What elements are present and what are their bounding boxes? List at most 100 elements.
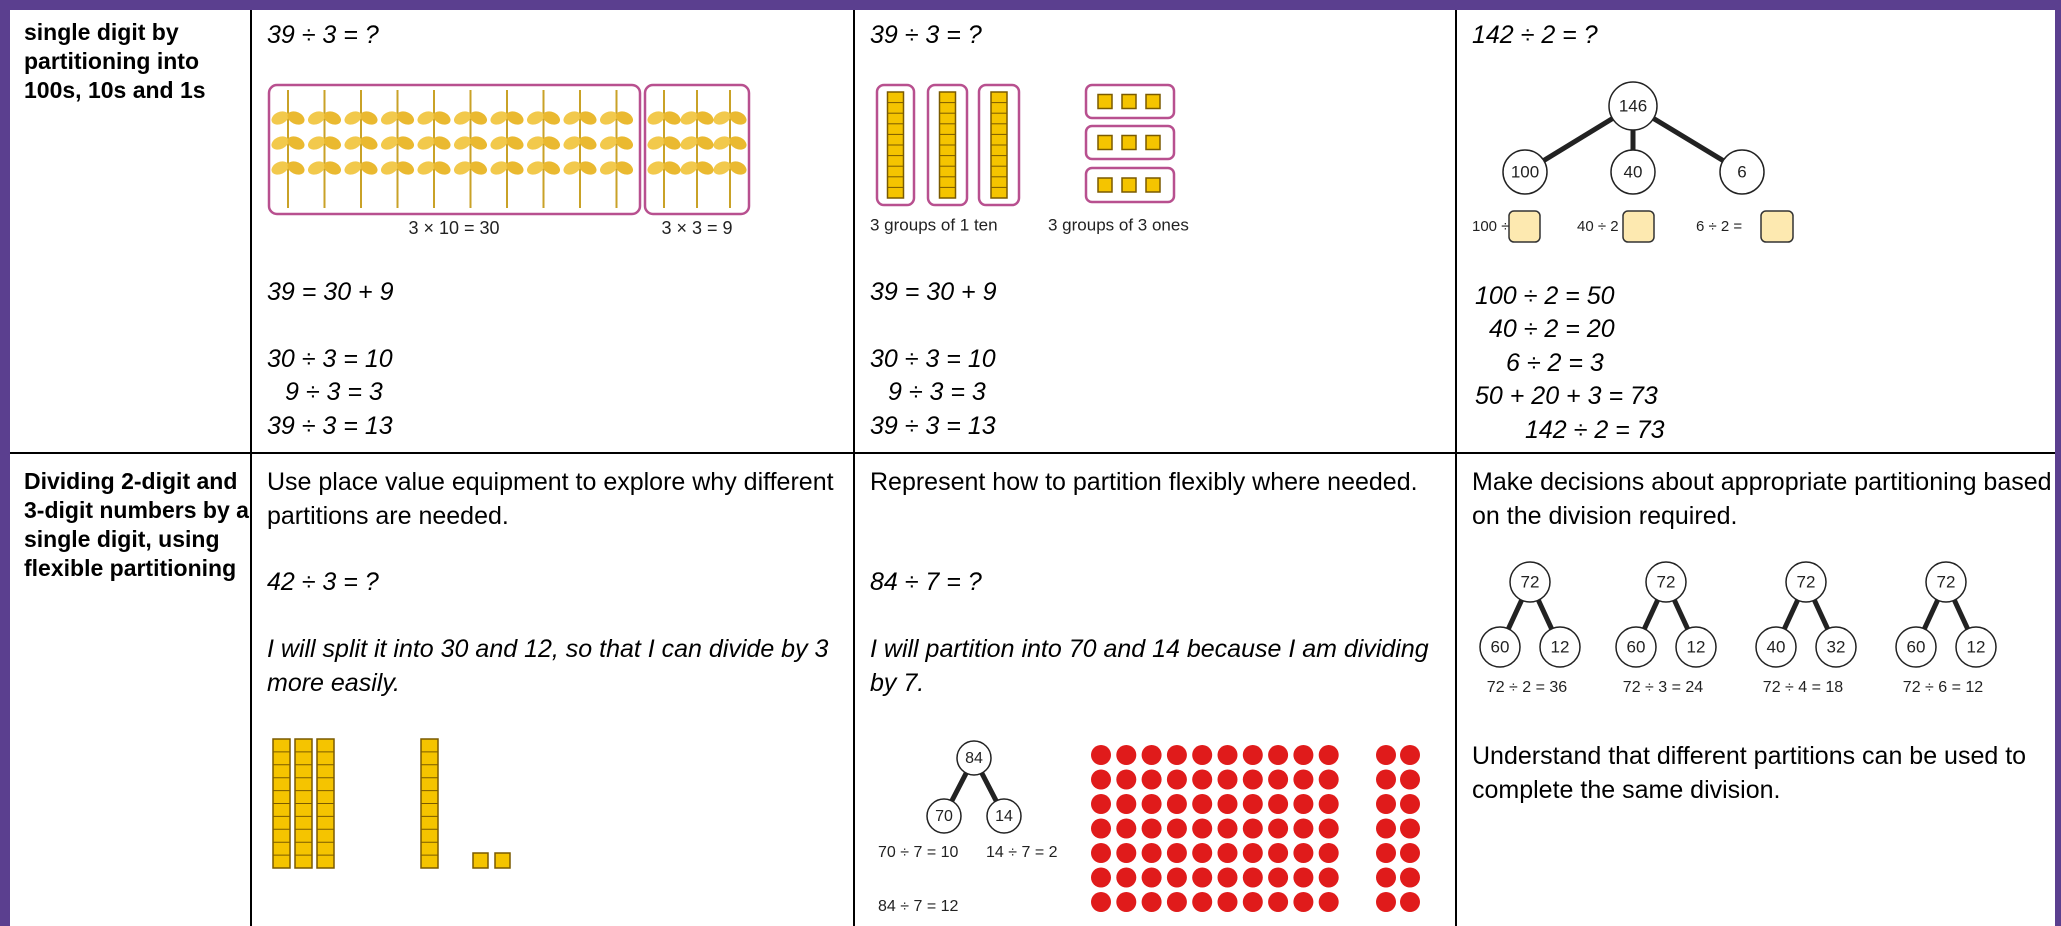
counter <box>1400 843 1420 863</box>
one-cube <box>1097 93 1113 110</box>
wheat-leaf <box>490 136 508 150</box>
wheat-leaf <box>344 136 362 150</box>
wheat-leaf <box>490 161 508 175</box>
counter <box>1242 818 1263 839</box>
tree-node <box>1815 626 1857 668</box>
counter <box>1400 794 1420 814</box>
wheat-leaf <box>542 111 561 125</box>
tree-node <box>1925 561 1967 603</box>
wheat-leaf <box>469 111 488 125</box>
counter <box>1376 843 1396 863</box>
wheat-leaf <box>663 161 681 175</box>
counter <box>1091 745 1111 765</box>
counter <box>1400 769 1420 790</box>
wheat-leaf <box>380 136 399 150</box>
tree-node <box>1502 149 1548 195</box>
tree-node <box>1955 626 1997 668</box>
wheat-leaf <box>680 161 698 175</box>
working-line: 40 ÷ 2 = 20 <box>1489 315 1615 343</box>
counter <box>1318 867 1339 888</box>
frame-top <box>0 0 2061 10</box>
counter <box>1376 769 1396 790</box>
counter <box>1192 818 1213 839</box>
wheat-leaf <box>360 111 378 125</box>
wheat-leaf <box>713 136 731 150</box>
wheat-leaf <box>417 111 435 125</box>
counter <box>1376 745 1396 765</box>
counter <box>1091 769 1111 790</box>
counter <box>1242 794 1263 814</box>
counter <box>1166 745 1187 765</box>
tree-node <box>1755 626 1797 668</box>
tree-label: 100 <box>1511 162 1539 181</box>
counter <box>1268 867 1289 888</box>
row-heading: single digit by partitioning into 100s, … <box>24 19 206 103</box>
figure-label: 3 × 10 = 30 <box>408 218 499 238</box>
counter <box>1268 892 1289 912</box>
one-cube <box>1145 177 1161 193</box>
tree-label: 14 <box>995 808 1013 825</box>
wheat-leaf <box>615 111 634 125</box>
one-cube <box>1097 177 1113 193</box>
tree-node <box>1610 149 1656 195</box>
counter <box>1293 843 1314 863</box>
figure-label: 6 ÷ 2 = <box>1696 218 1742 235</box>
wheat-leaf <box>360 161 378 175</box>
tree-node <box>1719 149 1765 195</box>
tree-caption: 72 ÷ 3 = 24 <box>1623 679 1704 696</box>
counter <box>1242 892 1263 912</box>
figure-label: 3 groups of 1 ten <box>870 215 998 234</box>
working-line: 50 + 20 + 3 = 73 <box>1475 382 1658 410</box>
counter <box>1318 769 1339 790</box>
figure-label: 3 groups of 3 ones <box>1048 215 1189 234</box>
wheat-leaf <box>469 136 488 150</box>
counter <box>1116 745 1137 765</box>
group-box <box>643 83 751 216</box>
wheat-leaf <box>323 111 342 125</box>
wheat-leaf <box>579 111 597 125</box>
group-box <box>875 83 916 207</box>
wheat-leaf <box>287 161 305 175</box>
counter <box>1318 843 1339 863</box>
counter <box>1376 818 1396 839</box>
tree-label: 12 <box>1967 637 1986 656</box>
working-line: 39 ÷ 3 = 13 <box>267 412 393 440</box>
wheat-leaf <box>469 161 488 175</box>
counter <box>1318 745 1339 765</box>
wheat-leaf <box>433 161 451 175</box>
wheat-leaf <box>307 136 326 150</box>
counter <box>1318 818 1339 839</box>
working-line: 39 = 30 + 9 <box>267 278 394 306</box>
one-cube <box>1145 134 1161 151</box>
wheat-leaf <box>433 111 451 125</box>
question: 39 ÷ 3 = ? <box>870 21 982 49</box>
wheat-leaf <box>729 136 747 150</box>
wheat-leaf <box>344 161 362 175</box>
tree-node <box>1645 561 1687 603</box>
counter <box>1400 867 1420 888</box>
intro: Use place value equipment to explore why… <box>267 468 834 530</box>
wheat-leaf <box>453 161 472 175</box>
tree-caption: 72 ÷ 2 = 36 <box>1487 679 1568 696</box>
counter <box>1217 745 1238 765</box>
counter <box>1192 843 1213 863</box>
counter <box>1116 867 1137 888</box>
working-line: 9 ÷ 3 = 3 <box>888 378 986 406</box>
counter <box>1192 794 1213 814</box>
counter <box>1166 769 1187 790</box>
counter <box>1268 769 1289 790</box>
tree-label: 60 <box>1907 637 1926 656</box>
wheat-leaf <box>526 161 545 175</box>
wheat-leaf <box>271 111 289 125</box>
counter <box>1400 892 1420 912</box>
counter <box>1293 867 1314 888</box>
tree-label: 60 <box>1627 637 1646 656</box>
intro: Represent how to partition flexibly wher… <box>870 468 1418 496</box>
figure-label: 3 × 3 = 9 <box>661 218 732 238</box>
tree-label: 72 <box>1797 572 1816 591</box>
counter <box>1116 818 1137 839</box>
wheat-leaf <box>323 161 342 175</box>
counter <box>1141 745 1162 765</box>
counter <box>1293 818 1314 839</box>
